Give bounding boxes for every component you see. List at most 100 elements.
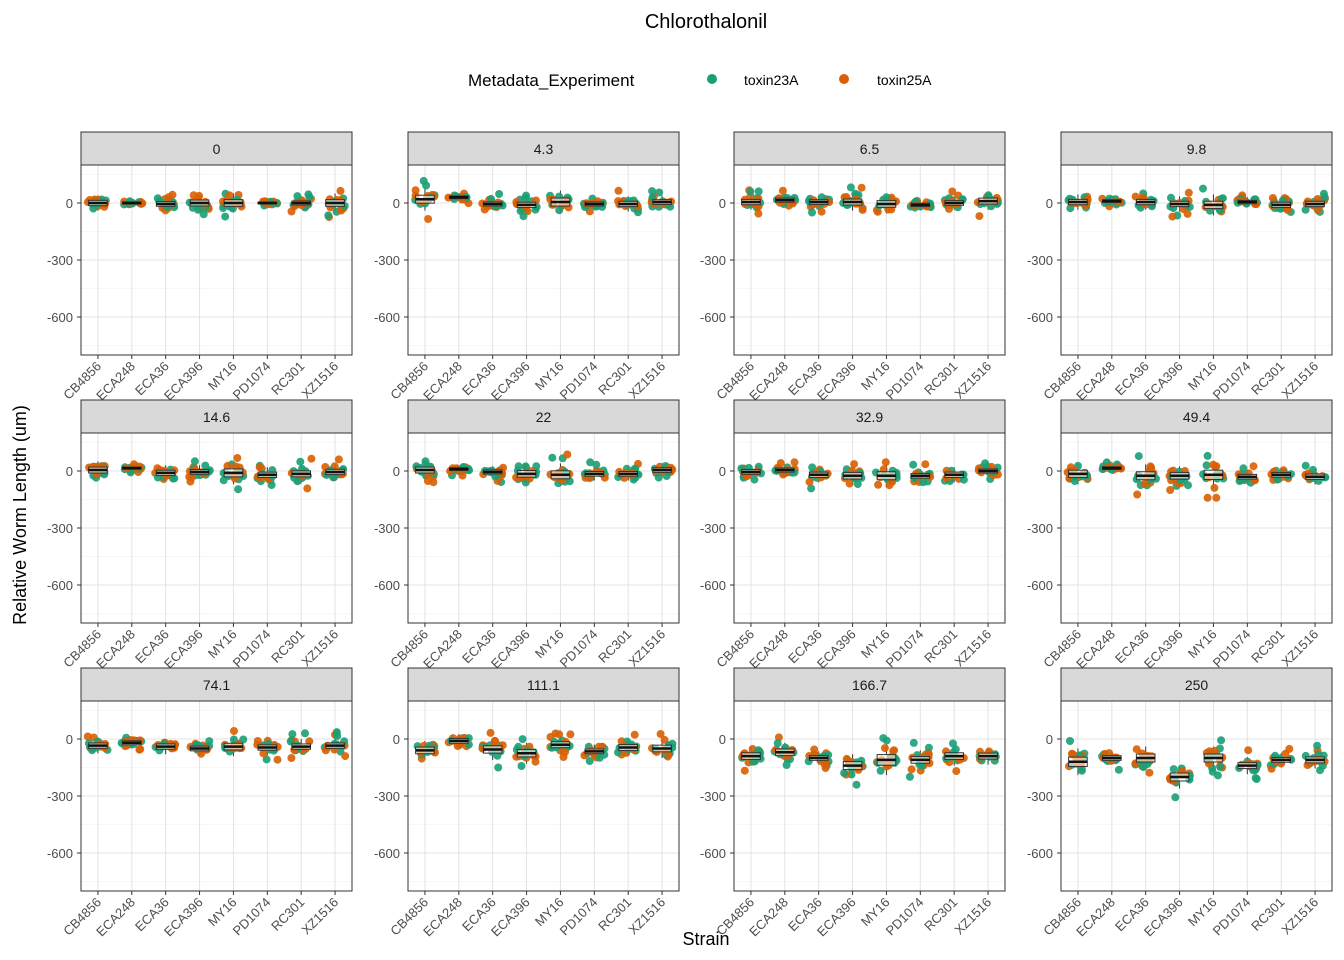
data-point: [517, 762, 526, 770]
data-point: [1140, 479, 1149, 488]
y-tick-label: 0: [719, 732, 726, 747]
chart-title: Chlorothalonil: [645, 11, 767, 33]
y-tick-label: -300: [700, 521, 726, 536]
y-tick-label: 0: [1046, 196, 1053, 211]
y-tick-label: -600: [47, 310, 73, 325]
data-point: [821, 764, 830, 772]
data-point: [253, 737, 262, 745]
y-tick-label: 0: [66, 464, 73, 479]
y-tick-label: -300: [1027, 521, 1053, 536]
y-tick-label: -600: [374, 578, 400, 593]
x-tick-label: PD1074: [557, 359, 601, 403]
y-tick-label: 0: [66, 196, 73, 211]
data-point: [754, 209, 763, 218]
data-point: [262, 755, 271, 764]
data-point: [909, 738, 918, 747]
data-point: [83, 732, 92, 741]
data-point: [905, 772, 914, 781]
data-point: [874, 480, 883, 489]
y-tick-label: -300: [1027, 789, 1053, 804]
data-point: [873, 207, 882, 216]
data-point: [1184, 481, 1192, 490]
data-point: [518, 735, 527, 744]
data-point: [773, 739, 782, 748]
y-axis-title: Relative Worm Length (um): [10, 405, 30, 625]
x-tick-label: XZ1516: [1278, 359, 1321, 402]
data-point: [1131, 192, 1140, 201]
facet-strip: [733, 399, 1006, 434]
data-point: [1114, 765, 1123, 774]
data-point: [655, 188, 664, 197]
facet-strip-label: 4.3: [534, 141, 554, 157]
data-point: [555, 206, 564, 215]
data-point: [907, 765, 916, 774]
data-point: [424, 215, 433, 223]
data-point: [1171, 793, 1180, 802]
data-point: [1213, 771, 1222, 780]
facet-strip: [1060, 667, 1333, 702]
data-point: [170, 474, 179, 483]
x-tick-label: PD1074: [1210, 895, 1254, 939]
y-tick-label: -600: [374, 846, 400, 861]
data-point: [1301, 205, 1310, 214]
y-tick-label: -600: [47, 578, 73, 593]
x-tick-label: XZ1516: [625, 359, 668, 402]
y-tick-label: -300: [700, 253, 726, 268]
data-point: [1132, 745, 1141, 754]
data-point: [1268, 194, 1277, 202]
data-point: [853, 480, 862, 489]
data-point: [949, 739, 957, 748]
data-point: [648, 187, 657, 196]
data-point: [817, 207, 826, 216]
y-tick-label: 0: [393, 196, 400, 211]
x-tick-label: PD1074: [230, 359, 274, 403]
data-point: [1203, 493, 1212, 502]
y-tick-label: -300: [374, 521, 400, 536]
data-point: [1244, 746, 1253, 755]
x-tick-label: PD1074: [230, 627, 274, 671]
y-tick-label: -300: [1027, 253, 1053, 268]
data-point: [273, 755, 282, 764]
data-point: [890, 746, 899, 755]
data-point: [750, 475, 759, 484]
legend: Metadata_Experiment toxin23A toxin25A: [468, 71, 932, 90]
facet-strip-label: 166.7: [852, 677, 887, 693]
data-point: [566, 730, 575, 739]
y-tick-label: -300: [374, 253, 400, 268]
x-tick-label: XZ1516: [298, 895, 341, 938]
data-point: [495, 190, 504, 198]
data-point: [810, 745, 819, 754]
y-tick-label: -300: [47, 789, 73, 804]
legend-label-toxin25a: toxin25A: [877, 72, 932, 88]
data-point: [422, 181, 431, 190]
x-tick-label: XZ1516: [625, 895, 668, 938]
facet-strip: [407, 667, 680, 702]
x-tick-label: PD1074: [1210, 359, 1254, 403]
data-point: [776, 459, 785, 468]
data-point: [1285, 744, 1294, 753]
data-point: [1210, 483, 1219, 492]
x-tick-label: XZ1516: [951, 895, 994, 938]
y-tick-label: 0: [719, 464, 726, 479]
data-point: [304, 190, 313, 199]
data-point: [1252, 775, 1261, 783]
facet-strip-label: 49.4: [1183, 409, 1210, 425]
data-point: [259, 749, 268, 758]
y-tick-label: 0: [393, 464, 400, 479]
y-tick-label: -600: [700, 578, 726, 593]
data-point: [267, 481, 276, 489]
y-tick-label: -600: [1027, 846, 1053, 861]
data-point: [1077, 766, 1086, 775]
data-point: [334, 455, 343, 464]
data-point: [332, 728, 341, 737]
y-tick-label: -300: [47, 253, 73, 268]
data-point: [630, 730, 639, 739]
x-tick-label: PD1074: [557, 895, 601, 939]
legend-label-toxin23a: toxin23A: [744, 72, 799, 88]
x-tick-label: PD1074: [883, 359, 927, 403]
